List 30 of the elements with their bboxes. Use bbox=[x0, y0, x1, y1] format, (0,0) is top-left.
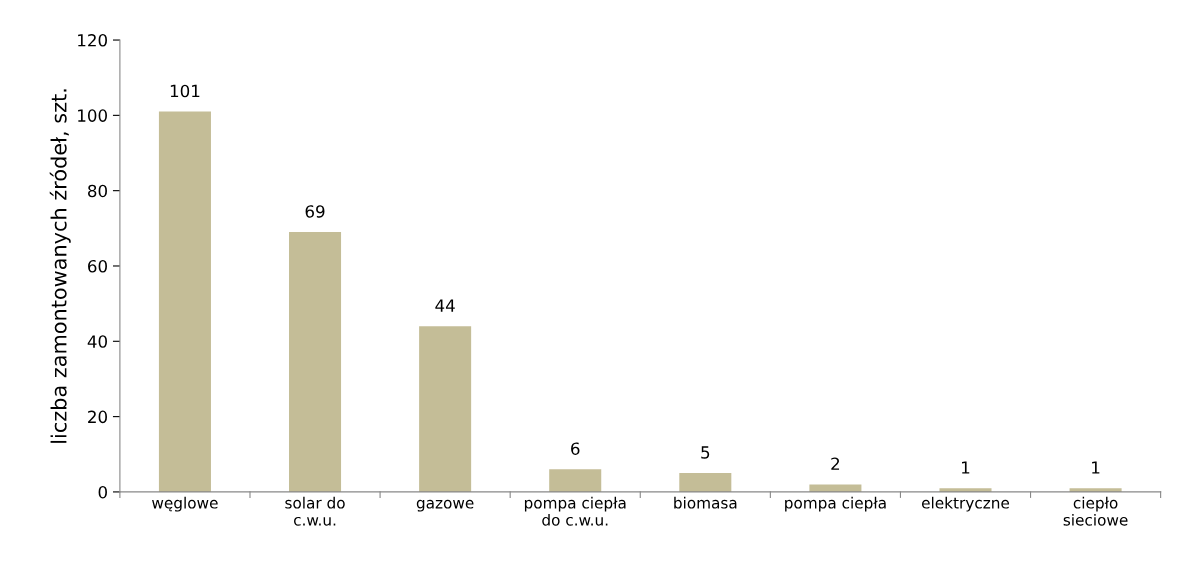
x-tick-label: elektryczne bbox=[921, 496, 1010, 512]
bar bbox=[158, 111, 211, 492]
bar bbox=[809, 484, 862, 492]
data-label: 1 bbox=[1092, 461, 1100, 474]
x-tick-label: pompa ciepła bbox=[785, 496, 886, 512]
y-tick-label: 20 bbox=[88, 410, 107, 424]
x-tick-label: węglowe bbox=[152, 496, 218, 512]
data-label: 1 bbox=[962, 461, 970, 474]
y-tick-label: 60 bbox=[88, 259, 107, 273]
y-tick-label: 100 bbox=[78, 109, 107, 122]
y-tick-label: 0 bbox=[98, 485, 107, 499]
x-tick-label: gazowe bbox=[416, 499, 474, 512]
bar bbox=[679, 473, 732, 492]
x-tick-label: biomasa bbox=[674, 496, 737, 509]
bar bbox=[419, 326, 472, 492]
bar bbox=[289, 232, 342, 492]
y-tick-label: 80 bbox=[88, 184, 107, 198]
bar bbox=[549, 469, 602, 492]
x-tick-label: pompa ciepła do c.w.u. bbox=[524, 496, 626, 526]
y-tick-label: 40 bbox=[87, 335, 107, 348]
data-label: 6 bbox=[571, 442, 580, 455]
y-tick-label: 120 bbox=[78, 34, 107, 47]
y-axis-title: liczba zamontowanych źródeł, szt. bbox=[49, 89, 71, 443]
data-label: 101 bbox=[170, 84, 200, 98]
x-tick-label: ciepło sieciowe bbox=[1063, 496, 1128, 526]
data-label: 2 bbox=[831, 457, 840, 470]
data-label: 5 bbox=[701, 446, 710, 459]
data-label: 44 bbox=[435, 299, 455, 312]
data-label: 69 bbox=[305, 205, 325, 218]
x-tick-label: solar do c.w.u. bbox=[285, 496, 345, 526]
